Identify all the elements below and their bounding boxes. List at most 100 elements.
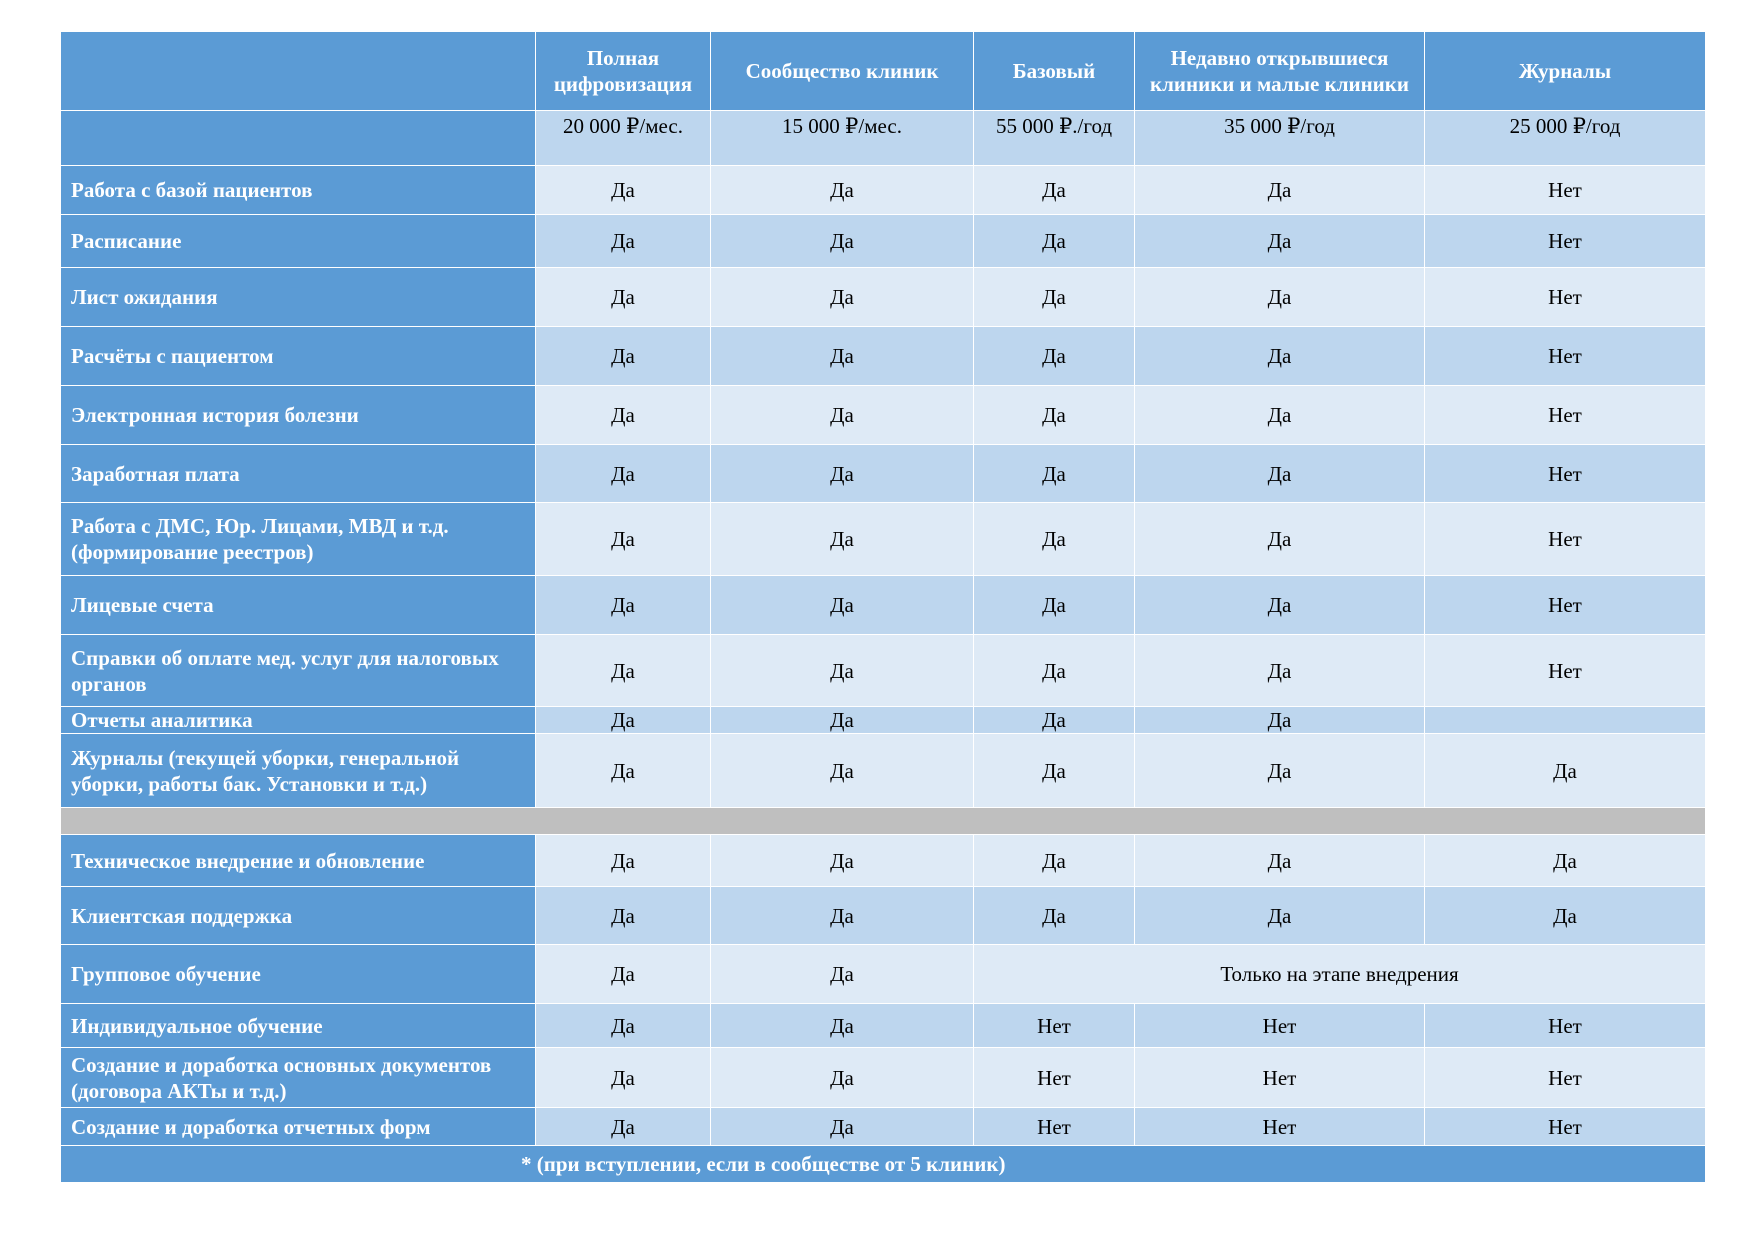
value-cell: Да bbox=[710, 502, 974, 576]
value-cell: Нет bbox=[1424, 444, 1706, 503]
value-cell: Да bbox=[535, 444, 711, 503]
value-cell: Да bbox=[535, 706, 711, 734]
table-row: Групповое обучение Да Да Только на этапе вн… bbox=[60, 944, 1706, 1004]
value-cell: Нет bbox=[973, 1003, 1135, 1048]
value-cell: Да bbox=[710, 834, 974, 887]
value-cell: Да bbox=[710, 444, 974, 503]
table-row: Работа с базой пациентов Да Да Да Да Нет bbox=[60, 165, 1706, 215]
value-cell: Да bbox=[973, 502, 1135, 576]
value-cell: Нет bbox=[1424, 1047, 1706, 1108]
value-cell: Да bbox=[535, 733, 711, 808]
table-row: Техническое внедрение и обновление Да Да Да… bbox=[60, 834, 1706, 887]
table-row: Клиентская поддержка Да Да Да Да Да bbox=[60, 886, 1706, 945]
row-label: Индивидуальное обучение bbox=[60, 1003, 536, 1048]
value-cell: Нет bbox=[1424, 634, 1706, 707]
footnote: * (при вступлении, если в сообществе от … bbox=[60, 1145, 1706, 1183]
footnote-row: * (при вступлении, если в сообществе от … bbox=[60, 1145, 1706, 1183]
value-cell: Да bbox=[710, 267, 974, 327]
row-label: Работа с ДМС, Юр. Лицами, МВД и т.д. (фо… bbox=[60, 502, 536, 576]
value-cell: Да bbox=[710, 214, 974, 268]
value-cell: Да bbox=[1424, 834, 1706, 887]
header-empty-cell bbox=[60, 31, 536, 111]
table-row: Создание и доработка основных документов… bbox=[60, 1047, 1706, 1108]
row-label: Электронная история болезни bbox=[60, 385, 536, 445]
value-cell: Да bbox=[973, 634, 1135, 707]
row-label: Клиентская поддержка bbox=[60, 886, 536, 945]
tariff-table: Полная цифровизация Сообщество клиник Ба… bbox=[60, 31, 1706, 1183]
value-cell: Да bbox=[1134, 385, 1425, 445]
value-cell: Да bbox=[710, 385, 974, 445]
value-cell: Да bbox=[1134, 886, 1425, 945]
value-cell: Да bbox=[710, 1047, 974, 1108]
table-row: Справки об оплате мед. услуг для налогов… bbox=[60, 634, 1706, 707]
row-label: Справки об оплате мед. услуг для налогов… bbox=[60, 634, 536, 707]
value-cell: Нет bbox=[1134, 1047, 1425, 1108]
price-cell: 55 000 ₽./год bbox=[973, 110, 1135, 166]
table-row: Расписание Да Да Да Да Нет bbox=[60, 214, 1706, 268]
table-row: Работа с ДМС, Юр. Лицами, МВД и т.д. (фо… bbox=[60, 502, 1706, 576]
value-cell: Да bbox=[710, 1003, 974, 1048]
row-label: Создание и доработка отчетных форм bbox=[60, 1107, 536, 1146]
value-cell: Да bbox=[535, 575, 711, 635]
value-cell: Нет bbox=[1424, 575, 1706, 635]
row-label: Расчёты с пациентом bbox=[60, 326, 536, 386]
value-cell: Да bbox=[973, 165, 1135, 215]
value-cell: Да bbox=[535, 944, 711, 1004]
value-cell: Да bbox=[710, 944, 974, 1004]
value-cell: Нет bbox=[1134, 1107, 1425, 1146]
separator-cell bbox=[60, 807, 1706, 835]
value-cell: Да bbox=[973, 326, 1135, 386]
table-row: Отчеты аналитика Да Да Да Да bbox=[60, 706, 1706, 734]
value-cell: Да bbox=[973, 267, 1135, 327]
value-cell: Да bbox=[535, 502, 711, 576]
row-label: Создание и доработка основных документов… bbox=[60, 1047, 536, 1108]
value-cell: Нет bbox=[1424, 165, 1706, 215]
value-cell: Да bbox=[973, 444, 1135, 503]
value-cell: Нет bbox=[1424, 1003, 1706, 1048]
value-cell: Да bbox=[535, 267, 711, 327]
merged-cell: Только на этапе внедрения bbox=[973, 944, 1706, 1004]
value-cell: Да bbox=[1134, 502, 1425, 576]
row-label: Лист ожидания bbox=[60, 267, 536, 327]
value-cell: Да bbox=[973, 214, 1135, 268]
value-cell: Да bbox=[710, 165, 974, 215]
separator-row bbox=[60, 807, 1706, 835]
value-cell: Нет bbox=[973, 1107, 1135, 1146]
value-cell: Нет bbox=[1134, 1003, 1425, 1048]
row-label: Расписание bbox=[60, 214, 536, 268]
value-cell: Да bbox=[1424, 886, 1706, 945]
value-cell: Да bbox=[535, 1107, 711, 1146]
value-cell: Да bbox=[973, 706, 1135, 734]
column-header: Журналы bbox=[1424, 31, 1706, 111]
value-cell: Да bbox=[535, 385, 711, 445]
value-cell: Да bbox=[535, 326, 711, 386]
value-cell: Да bbox=[1424, 733, 1706, 808]
value-cell: Да bbox=[710, 326, 974, 386]
value-cell: Да bbox=[710, 733, 974, 808]
value-cell: Да bbox=[710, 886, 974, 945]
header-row: Полная цифровизация Сообщество клиник Ба… bbox=[60, 31, 1706, 111]
table-row: Журналы (текущей уборки, генеральной убо… bbox=[60, 733, 1706, 808]
value-cell: Да bbox=[973, 733, 1135, 808]
value-cell: Нет bbox=[973, 1047, 1135, 1108]
value-cell: Да bbox=[973, 575, 1135, 635]
row-label: Заработная плата bbox=[60, 444, 536, 503]
column-header: Полная цифровизация bbox=[535, 31, 711, 111]
value-cell: Да bbox=[710, 575, 974, 635]
value-cell: Да bbox=[1134, 706, 1425, 734]
table-row: Заработная плата Да Да Да Да Нет bbox=[60, 444, 1706, 503]
row-label: Лицевые счета bbox=[60, 575, 536, 635]
value-cell: Да bbox=[1134, 444, 1425, 503]
value-cell: Да bbox=[535, 165, 711, 215]
table-row: Лицевые счета Да Да Да Да Нет bbox=[60, 575, 1706, 635]
value-cell: Да bbox=[535, 1003, 711, 1048]
value-cell: Да bbox=[535, 1047, 711, 1108]
price-label-empty bbox=[60, 110, 536, 166]
value-cell: Нет bbox=[1424, 1107, 1706, 1146]
value-cell bbox=[1424, 706, 1706, 734]
value-cell: Да bbox=[1134, 267, 1425, 327]
column-header: Недавно открывшиеся клиники и малые клин… bbox=[1134, 31, 1425, 111]
row-label: Отчеты аналитика bbox=[60, 706, 536, 734]
column-header: Базовый bbox=[973, 31, 1135, 111]
price-cell: 35 000 ₽/год bbox=[1134, 110, 1425, 166]
